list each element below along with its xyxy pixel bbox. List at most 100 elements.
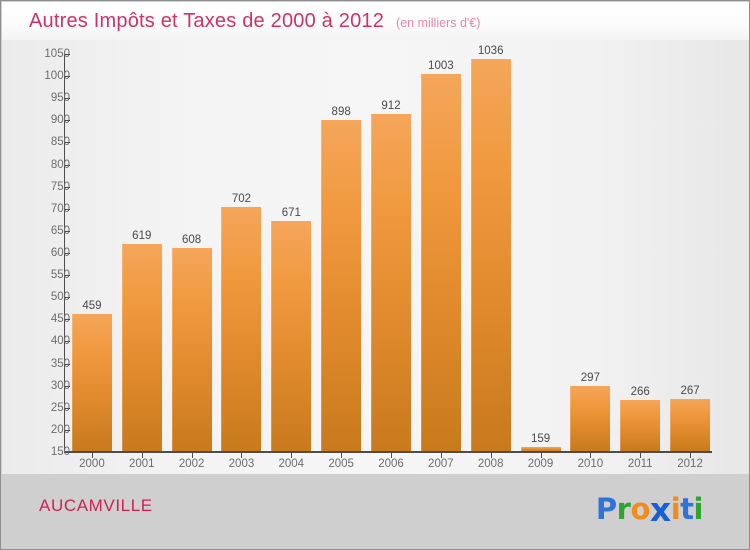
- x-axis-tick-label: 2007: [428, 458, 454, 470]
- y-axis-tick-mark: [65, 363, 70, 365]
- bar-value-label: 912: [381, 100, 401, 113]
- y-axis-tick-label: 250: [50, 401, 70, 414]
- x-axis-tick-label: 2006: [378, 458, 404, 470]
- bar-value-label: 459: [82, 300, 102, 313]
- y-axis-tick-mark: [65, 275, 70, 277]
- y-axis-tick-label: 450: [50, 313, 70, 326]
- y-axis-tick-mark: [65, 164, 70, 166]
- bar-value-label: 619: [132, 229, 152, 242]
- y-axis-tick-label: 650: [50, 224, 70, 237]
- y-axis-tick-label: 700: [50, 202, 70, 215]
- y-axis-tick-mark: [65, 429, 70, 431]
- y-axis-tick-label: 400: [50, 335, 70, 348]
- bar-value-label: 1003: [428, 59, 454, 72]
- x-axis-tick-mark: [391, 453, 392, 458]
- chart-subtitle: (en milliers d'€): [396, 16, 481, 30]
- x-axis-tick-mark: [241, 453, 243, 458]
- bar[interactable]: [670, 399, 711, 451]
- x-axis-tick-label: 2000: [79, 458, 105, 470]
- y-axis-tick-label: 600: [50, 247, 70, 259]
- y-axis-tick-mark: [65, 230, 70, 232]
- y-axis-tick-mark: [65, 54, 70, 55]
- logo-letter: P: [595, 492, 617, 526]
- bar-value-label: 1036: [477, 45, 504, 58]
- x-axis-tick-mark: [590, 453, 592, 458]
- x-axis-tick-label: 2005: [328, 458, 354, 470]
- bar-value-label: 671: [281, 206, 301, 219]
- bar[interactable]: [570, 386, 611, 451]
- x-axis-tick-mark: [341, 453, 343, 458]
- y-axis-tick-label: 900: [50, 114, 70, 127]
- bar[interactable]: [520, 447, 561, 451]
- bar[interactable]: [221, 206, 262, 451]
- logo-letter: i: [693, 492, 704, 526]
- proxiti-logo[interactable]: Proxiti: [595, 488, 704, 529]
- y-axis-tick-mark: [65, 297, 70, 299]
- bar-value-label: 898: [331, 106, 351, 119]
- x-axis-tick-mark: [640, 453, 642, 458]
- bar-value-label: 608: [182, 234, 202, 247]
- y-axis-tick-mark: [65, 98, 70, 100]
- y-axis-tick-label: 800: [50, 158, 70, 171]
- x-axis-tick-mark: [91, 453, 93, 458]
- x-axis-tick-label: 2010: [577, 458, 604, 470]
- y-axis-tick-label: 1000: [44, 70, 70, 83]
- y-axis-tick-label: 500: [50, 291, 70, 304]
- y-axis-tick-mark: [65, 186, 70, 188]
- y-axis-tick-mark: [65, 452, 70, 453]
- y-axis-tick-label: 1050: [44, 48, 70, 60]
- bar[interactable]: [420, 73, 461, 451]
- y-axis-tick-label: 350: [50, 357, 70, 370]
- y-axis-tick-mark: [65, 341, 70, 343]
- logo-letter: x: [649, 490, 671, 529]
- bar[interactable]: [371, 114, 411, 451]
- y-axis-tick-mark: [65, 208, 70, 210]
- bar[interactable]: [121, 243, 162, 451]
- logo-letter: o: [630, 492, 650, 526]
- bar[interactable]: [171, 248, 212, 451]
- x-axis-tick-label: 2008: [477, 458, 504, 470]
- x-axis-tick-mark: [540, 453, 542, 458]
- y-axis-tick-label: 750: [50, 180, 70, 193]
- y-axis-tick-label: 950: [50, 92, 70, 105]
- y-axis-tick-mark: [65, 76, 70, 78]
- y-axis-tick-mark: [65, 120, 70, 122]
- y-axis-line: [64, 54, 65, 452]
- x-axis-tick-label: 2002: [178, 458, 205, 470]
- x-axis-tick-label: 2012: [677, 458, 703, 470]
- y-axis-tick-mark: [65, 253, 70, 254]
- x-axis-tick-label: 2011: [627, 458, 653, 470]
- bar[interactable]: [321, 120, 362, 451]
- x-axis-tick-mark: [690, 453, 692, 458]
- logo-letter: t: [680, 492, 694, 526]
- x-axis-tick-mark: [490, 453, 492, 458]
- bar[interactable]: [470, 59, 511, 451]
- y-axis-tick-mark: [65, 319, 70, 321]
- y-axis-tick-label: 300: [50, 379, 70, 392]
- x-axis-tick-label: 2003: [228, 458, 255, 470]
- x-axis-tick-label: 2009: [527, 458, 554, 470]
- bar-value-label: 702: [231, 192, 252, 205]
- chart-header: Autres Impôts et Taxes de 2000 à 2012 (e…: [2, 2, 749, 40]
- x-axis-tick-label: 2001: [128, 458, 155, 470]
- x-axis-tick-label: 2004: [278, 458, 305, 470]
- bar[interactable]: [620, 399, 661, 451]
- bar[interactable]: [71, 314, 112, 451]
- bar-value-label: 266: [630, 385, 650, 398]
- x-axis-line: [64, 451, 712, 453]
- logo-letter: i: [670, 492, 681, 526]
- page-title: Autres Impôts et Taxes de 2000 à 2012: [29, 9, 385, 32]
- bar-value-label: 297: [580, 371, 600, 384]
- x-axis-tick-mark: [141, 453, 143, 458]
- x-axis-tick-mark: [440, 453, 442, 458]
- bar[interactable]: [271, 220, 312, 451]
- y-axis-tick-mark: [65, 385, 70, 387]
- bar-value-label: 267: [680, 385, 700, 398]
- y-axis-tick-label: 850: [50, 136, 70, 149]
- y-axis-tick-mark: [65, 407, 70, 409]
- plot-area: 150 200 250 300 350 400 450 500 550 600 650 700 750 8…: [44, 45, 712, 470]
- y-axis-tick-label: 550: [50, 269, 70, 282]
- plot-background: 150 200 250 300 350 400 450 500 550 600 650 700 750 8…: [2, 40, 749, 474]
- chart-footer: AUCAMVILLE Proxiti: [2, 474, 749, 549]
